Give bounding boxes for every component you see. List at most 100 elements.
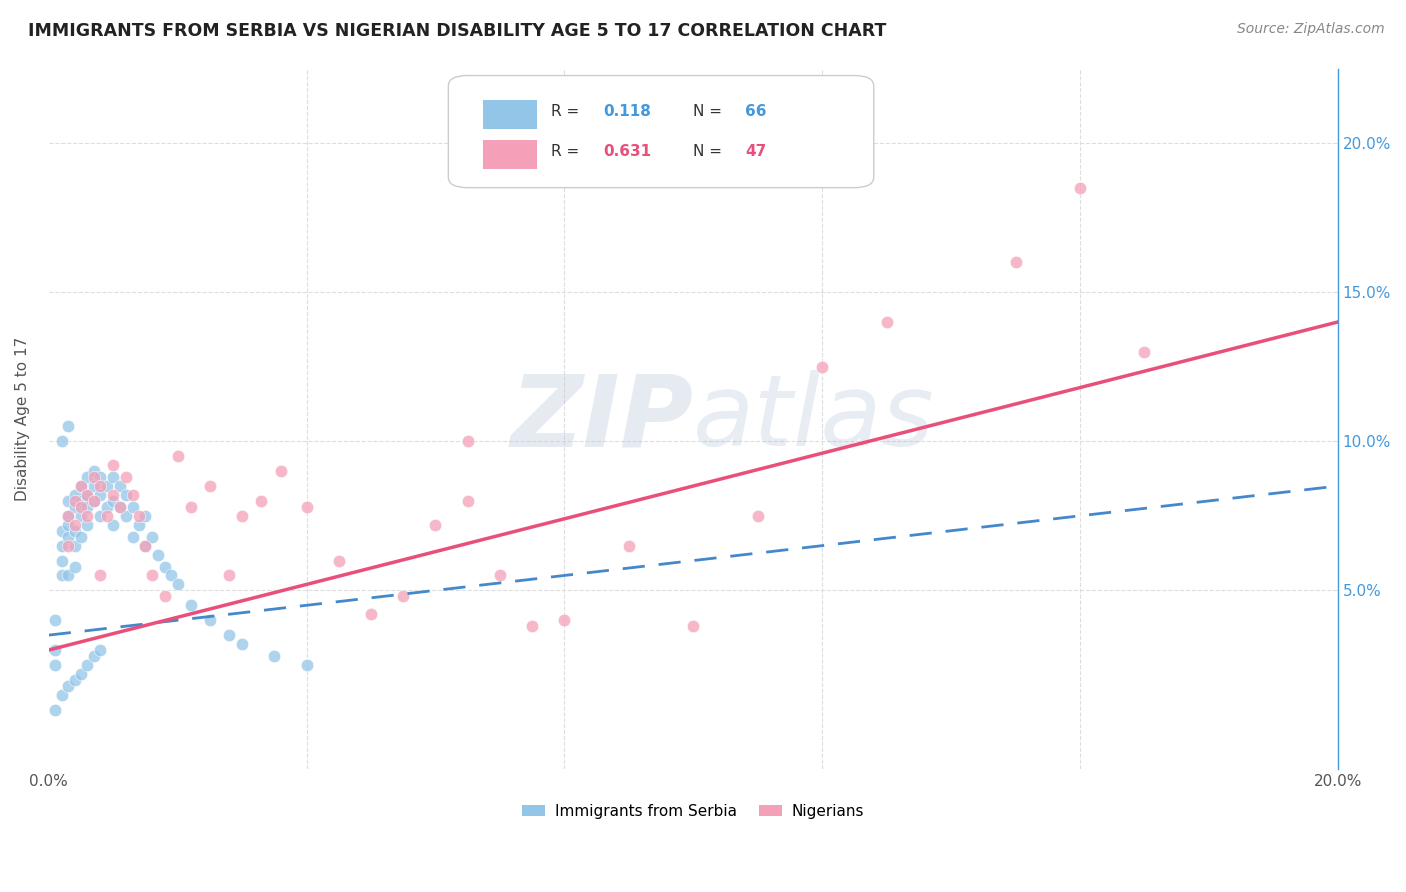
Point [56, 508, 79, 523]
Y-axis label: Disability Age 5 to 17: Disability Age 5 to 17 [15, 337, 30, 501]
Point [70, 479, 93, 493]
Point [63, 494, 86, 508]
Point [263, 648, 285, 663]
Point [103, 470, 125, 484]
Point [553, 613, 575, 627]
Point [56, 679, 79, 693]
Point [70, 500, 93, 514]
Point [96, 479, 118, 493]
Point [166, 449, 188, 463]
Text: ZIP: ZIP [510, 370, 693, 467]
Point [360, 607, 382, 622]
Point [747, 508, 769, 523]
Point [44, 613, 66, 627]
Point [153, 559, 176, 574]
Point [51, 434, 73, 449]
Point [76, 500, 98, 514]
Text: R =: R = [551, 104, 585, 119]
Point [134, 539, 156, 553]
Point [76, 508, 98, 523]
Legend: Immigrants from Serbia, Nigerians: Immigrants from Serbia, Nigerians [516, 797, 870, 825]
Point [96, 508, 118, 523]
Point [70, 666, 93, 681]
Point [56, 539, 79, 553]
Text: Source: ZipAtlas.com: Source: ZipAtlas.com [1237, 22, 1385, 37]
Point [89, 508, 111, 523]
Point [83, 494, 105, 508]
Point [76, 470, 98, 484]
Point [180, 599, 202, 613]
Point [89, 643, 111, 657]
Point [115, 508, 138, 523]
Point [876, 315, 898, 329]
Point [811, 359, 834, 374]
Text: N =: N = [693, 104, 727, 119]
Text: atlas: atlas [693, 370, 935, 467]
Point [617, 539, 640, 553]
Point [489, 568, 512, 582]
Text: N =: N = [693, 145, 727, 159]
Point [63, 500, 86, 514]
Point [134, 539, 156, 553]
Point [108, 479, 131, 493]
Text: 47: 47 [745, 145, 766, 159]
Point [51, 688, 73, 702]
Point [180, 500, 202, 514]
Point [128, 517, 150, 532]
Point [425, 517, 447, 532]
Point [63, 673, 86, 687]
FancyBboxPatch shape [484, 100, 537, 129]
Text: 66: 66 [745, 104, 766, 119]
Point [108, 500, 131, 514]
Point [70, 494, 93, 508]
Point [115, 470, 138, 484]
Point [63, 539, 86, 553]
FancyBboxPatch shape [449, 76, 873, 187]
Point [56, 508, 79, 523]
Point [83, 479, 105, 493]
Point [121, 500, 143, 514]
Point [76, 657, 98, 672]
Point [44, 643, 66, 657]
Point [295, 500, 318, 514]
Text: R =: R = [551, 145, 585, 159]
Point [56, 530, 79, 544]
Point [89, 479, 111, 493]
Point [134, 508, 156, 523]
Point [520, 619, 543, 633]
Point [231, 508, 253, 523]
Point [1133, 344, 1156, 359]
Point [56, 517, 79, 532]
Point [1004, 255, 1026, 269]
Point [198, 479, 221, 493]
Text: 0.631: 0.631 [603, 145, 651, 159]
Text: IMMIGRANTS FROM SERBIA VS NIGERIAN DISABILITY AGE 5 TO 17 CORRELATION CHART: IMMIGRANTS FROM SERBIA VS NIGERIAN DISAB… [28, 22, 887, 40]
Point [270, 464, 292, 478]
Text: 0.118: 0.118 [603, 104, 651, 119]
Point [89, 488, 111, 502]
Point [63, 488, 86, 502]
Point [166, 577, 188, 591]
Point [153, 590, 176, 604]
Point [51, 553, 73, 567]
Point [51, 524, 73, 538]
Point [160, 568, 183, 582]
Point [103, 517, 125, 532]
Point [682, 619, 704, 633]
Point [56, 419, 79, 434]
Point [51, 568, 73, 582]
Point [103, 494, 125, 508]
Point [121, 530, 143, 544]
Point [115, 488, 138, 502]
Point [1069, 181, 1091, 195]
Point [76, 488, 98, 502]
Point [44, 657, 66, 672]
Point [44, 703, 66, 717]
Point [83, 648, 105, 663]
Point [63, 524, 86, 538]
Point [70, 479, 93, 493]
Point [198, 613, 221, 627]
Point [83, 470, 105, 484]
Point [457, 494, 479, 508]
Point [128, 508, 150, 523]
